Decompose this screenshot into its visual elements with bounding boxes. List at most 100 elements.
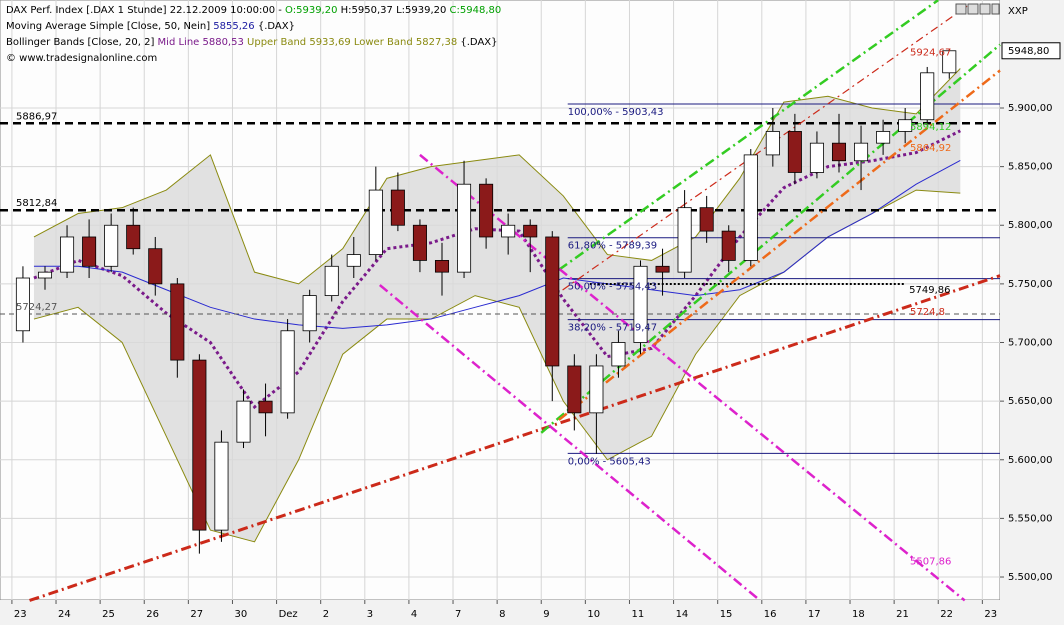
candle-body	[699, 207, 714, 232]
candle	[831, 113, 847, 173]
candle-body	[854, 142, 869, 162]
candle-body	[920, 72, 935, 121]
window-buttons	[955, 3, 1000, 15]
moving-average	[33, 160, 961, 329]
fib-label: 61,80% - 5789,39	[568, 241, 657, 252]
candle	[258, 383, 273, 437]
candle-body	[898, 119, 913, 132]
header-part: DAX Perf. Index [.DAX 1 Stunde] 22.12.20…	[6, 5, 285, 16]
candle-body	[324, 265, 339, 297]
x-tick-label: 2	[323, 609, 329, 620]
x-tick-label: 16	[764, 609, 777, 620]
candle-body	[148, 248, 163, 285]
candle-body	[236, 400, 251, 443]
candle	[457, 160, 472, 279]
candle-body	[567, 365, 582, 414]
x-tick-label: 26	[146, 609, 159, 620]
fib-label: 50,00% - 5754,43	[568, 282, 657, 293]
x-tick-label: 21	[896, 609, 909, 620]
candle	[368, 166, 383, 261]
level-label: 5812,84	[16, 198, 57, 209]
candle-body	[501, 224, 516, 238]
header-part: O:5939,20	[285, 5, 337, 16]
candle	[192, 354, 207, 554]
trendline	[547, 4, 970, 301]
header-line: © www.tradesignalonline.com	[6, 53, 157, 64]
candle	[170, 278, 185, 378]
x-tick-label: 4	[411, 609, 417, 620]
header-part: H:5950,37 L:5939,20	[337, 5, 449, 16]
fib-label: 0,00% - 5605,43	[568, 456, 651, 467]
header-part: Bollinger Bands [Close, 20, 2]	[6, 37, 158, 48]
candle	[412, 219, 427, 273]
header-part: Moving Average Simple [Close, 50, Nein]	[6, 21, 213, 32]
candle-body	[15, 277, 30, 332]
candle	[280, 319, 295, 419]
y-tick-label: 5.800,00	[1008, 220, 1053, 231]
header-line: Moving Average Simple [Close, 50, Nein] …	[6, 21, 295, 32]
candle	[721, 225, 736, 273]
trendline	[419, 153, 966, 602]
candle-body	[258, 400, 273, 414]
header-part: {.DAX}	[457, 37, 497, 48]
x-tick-label: 10	[587, 609, 600, 620]
button[interactable]	[955, 3, 967, 15]
candle-body	[192, 359, 207, 531]
candle-body	[37, 271, 53, 279]
level-label: 5886,97	[16, 111, 57, 122]
button[interactable]	[979, 3, 991, 15]
candle-body	[457, 183, 472, 273]
candle-body	[214, 441, 229, 531]
y-tick-label: 5.900,00	[1008, 103, 1053, 114]
x-tick-label: 25	[102, 609, 115, 620]
header-line: DAX Perf. Index [.DAX 1 Stunde] 22.12.20…	[6, 5, 501, 16]
candle-body	[390, 189, 405, 226]
y-tick-label: 5.650,00	[1008, 396, 1053, 407]
candle	[390, 172, 405, 232]
candle	[479, 178, 494, 249]
candle	[567, 354, 582, 431]
level-label: 5724,27	[16, 302, 57, 313]
x-tick-label: 23	[984, 609, 997, 620]
price-axis	[1000, 0, 1064, 625]
candle	[854, 125, 869, 191]
candle	[15, 266, 30, 343]
candle	[434, 242, 450, 296]
band-upper	[33, 68, 961, 285]
labels: 23 24 25 26 27 30 Dez 2 3 4 7 8 9 10 11 14 15 16 17 18 21 22 2…	[14, 42, 1061, 620]
header-part: © www.tradesignalonline.com	[6, 53, 157, 64]
candle	[126, 207, 141, 255]
candle-body	[787, 131, 802, 173]
candle-body	[346, 254, 361, 267]
candle-body	[655, 265, 670, 273]
candle	[302, 289, 317, 343]
button[interactable]	[991, 3, 1000, 15]
header-part: {.DAX}	[255, 21, 295, 32]
y-tick-label: 5.750,00	[1008, 279, 1053, 290]
x-tick-label: Dez	[279, 609, 298, 620]
candle-body	[280, 330, 295, 414]
candle-body	[831, 142, 847, 162]
x-tick-label: 8	[499, 609, 505, 620]
candle	[942, 48, 957, 79]
trendline	[558, 69, 1001, 421]
x-tick-label: 14	[676, 609, 689, 620]
candle	[743, 149, 758, 267]
x-tick-label: 27	[190, 609, 203, 620]
candle	[677, 190, 692, 279]
x-tick-label: 22	[940, 609, 953, 620]
fib-label: 38,20% - 5719,47	[568, 323, 657, 334]
candle	[545, 231, 560, 402]
candle	[501, 213, 516, 255]
candle	[699, 195, 714, 243]
x-tick-label: 23	[14, 609, 27, 620]
trendline	[378, 284, 761, 602]
x-tick-label: 24	[58, 609, 71, 620]
candle-body	[104, 224, 119, 267]
candle-body	[170, 283, 185, 361]
trendline	[558, 0, 939, 271]
candle-body	[523, 224, 538, 238]
header-part: Mid Line 5880,53	[158, 37, 244, 48]
candle-body	[82, 236, 97, 267]
button[interactable]	[967, 3, 979, 15]
